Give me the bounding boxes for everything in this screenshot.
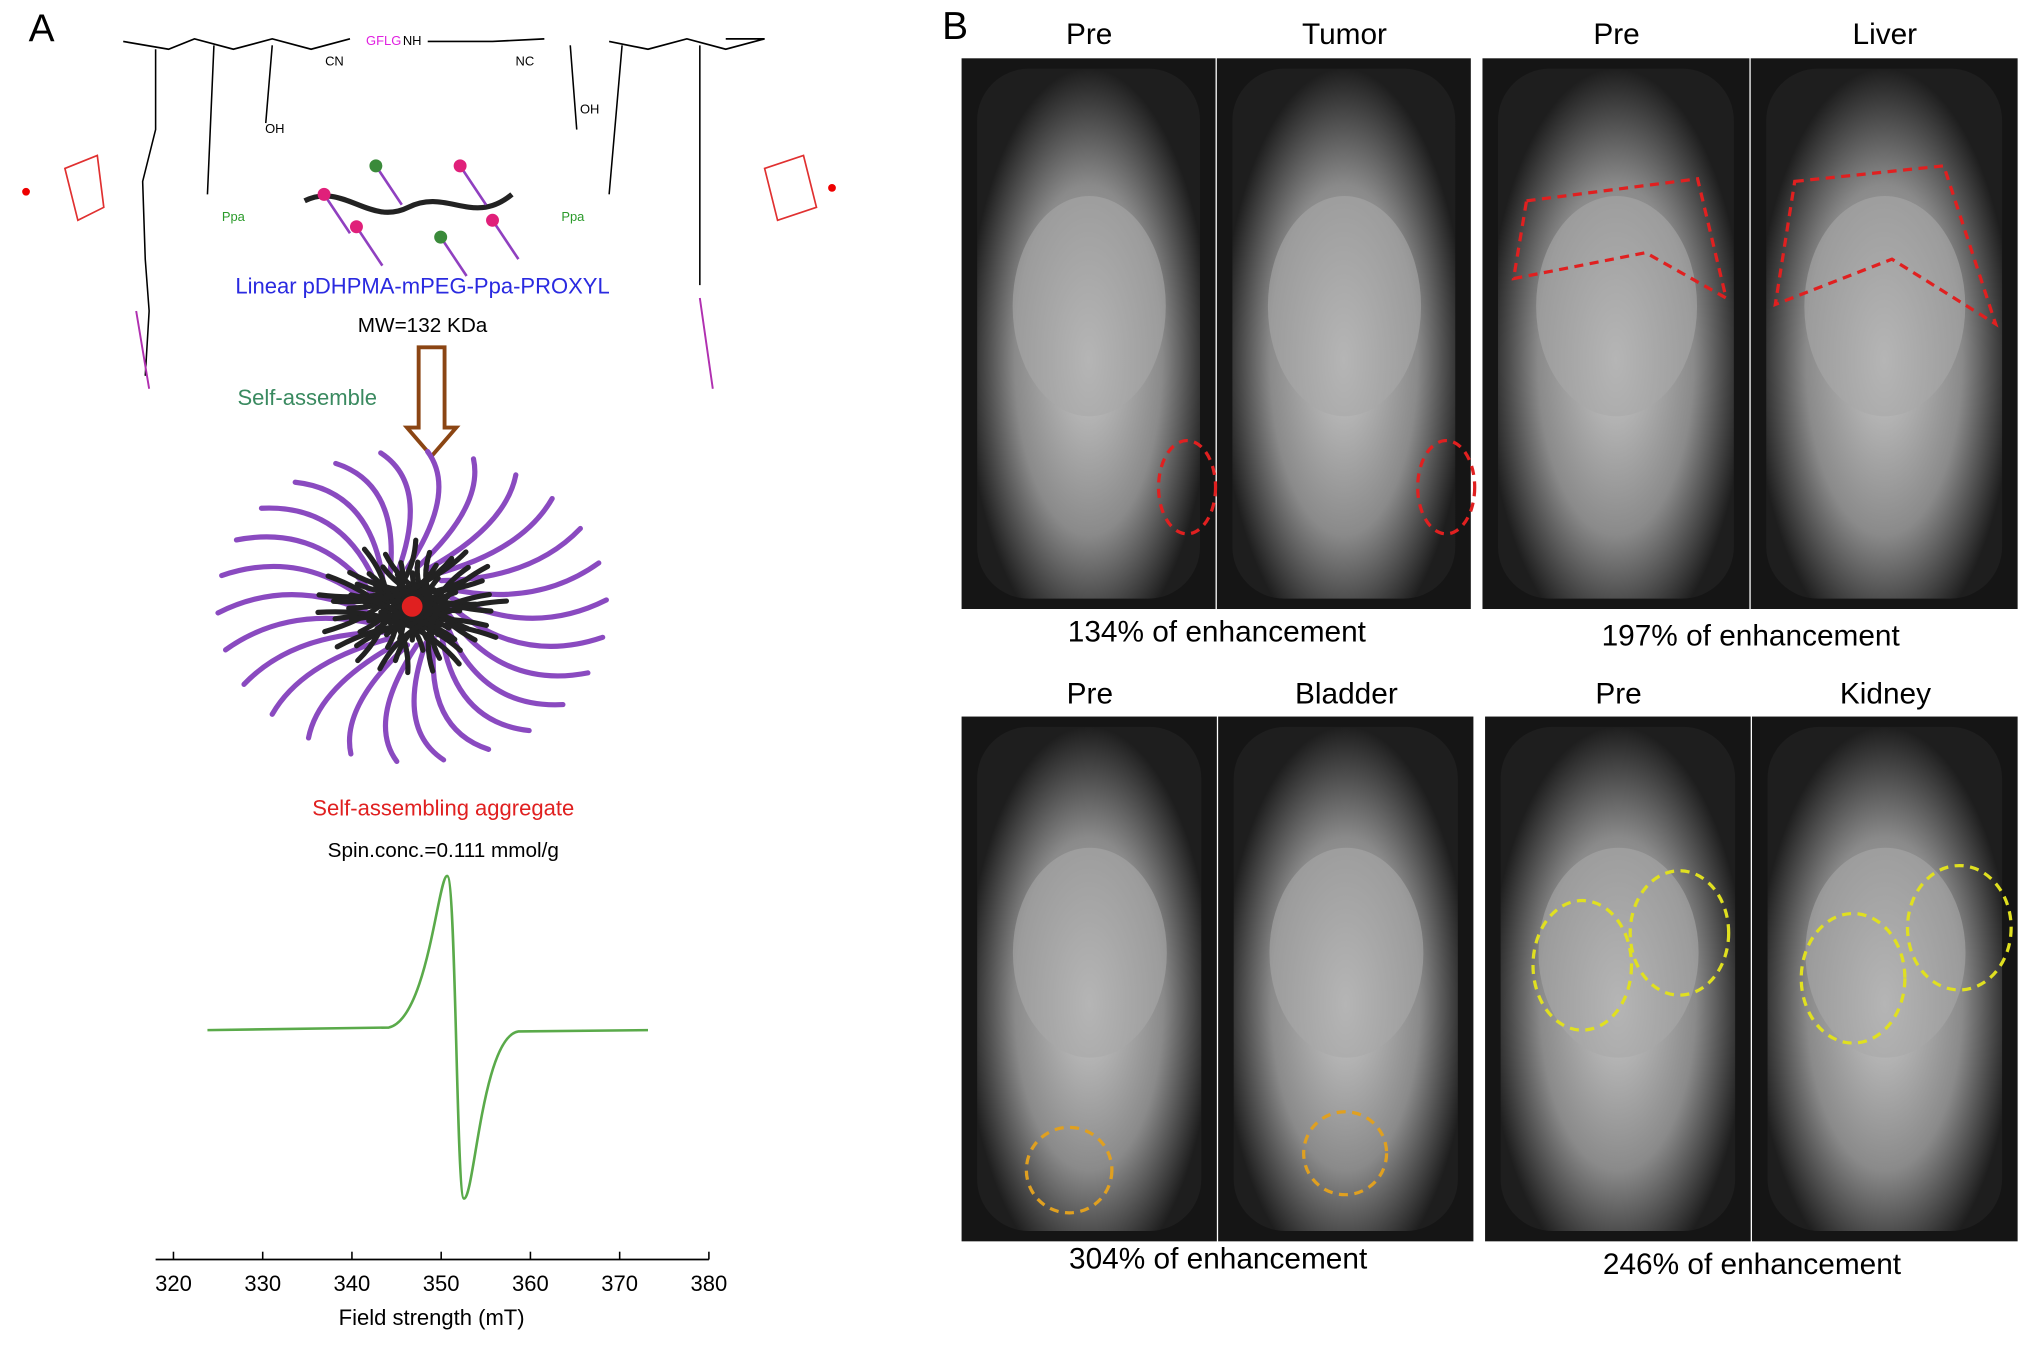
core-chain <box>409 570 459 624</box>
core-chain <box>377 598 510 672</box>
structure-label: Ppa <box>561 209 585 224</box>
pendant-bead <box>453 159 467 173</box>
roi-outline <box>1905 863 2013 992</box>
pendant-chain <box>459 165 488 206</box>
peg-arm <box>423 472 519 573</box>
mri-organ <box>1536 195 1698 417</box>
polymer-name: Linear pDHPMA-mPEG-Ppa-PROXYL <box>235 273 609 298</box>
x-tick-label: 360 <box>512 1271 549 1296</box>
mri-caption: 197% of enhancement <box>1602 619 1901 652</box>
mri-label: Pre <box>1593 18 1639 51</box>
roi-outline <box>1416 438 1477 536</box>
x-tick-label: 380 <box>691 1271 728 1296</box>
mri-label: Kidney <box>1840 678 1931 711</box>
spin-concentration: Spin.conc.=0.111 mmol/g <box>328 839 559 862</box>
core-chain <box>330 555 455 605</box>
pendant-bead <box>434 230 448 244</box>
molecular-weight: MW=132 KDa <box>358 314 488 337</box>
core-chain <box>425 563 491 674</box>
mri-organ <box>1012 847 1167 1058</box>
mri-caption: 134% of enhancement <box>1068 616 1367 649</box>
pendants <box>317 159 520 277</box>
roi-outline <box>1024 1125 1114 1215</box>
pendant-bead <box>317 187 331 201</box>
peg-arm <box>431 495 555 578</box>
peg-arm <box>305 640 401 741</box>
epr-spectrum <box>207 874 649 1200</box>
polymer-cartoon <box>303 192 514 215</box>
structure-label: CN <box>325 54 344 69</box>
x-tick-label: 330 <box>244 1271 281 1296</box>
peg-arm <box>378 450 413 573</box>
pendant-bead <box>486 213 499 227</box>
mri-organ <box>1012 195 1166 417</box>
structure-label: NC <box>516 54 535 69</box>
mri-label: Pre <box>1595 678 1641 711</box>
side-chains <box>141 45 701 376</box>
pendant-bead <box>369 159 383 173</box>
backbone <box>123 37 765 51</box>
radical <box>22 187 30 196</box>
radical <box>828 183 836 192</box>
peg-arm <box>411 640 447 763</box>
x-tick-label: 320 <box>155 1271 192 1296</box>
roi-outline <box>1628 869 1731 997</box>
mri-organ <box>1267 195 1422 417</box>
peg-arm <box>404 448 442 571</box>
core <box>401 596 423 617</box>
pendant-bead <box>349 220 363 234</box>
structure-label: OH <box>580 102 599 117</box>
peg-arm <box>292 479 386 584</box>
peg-arm <box>444 560 602 598</box>
pendant-chain <box>491 219 520 260</box>
mri-panels: Pre Tumor 134% of enhancement Pre Liver 197% … <box>961 18 2018 1281</box>
x-tick-label: 370 <box>601 1271 638 1296</box>
mri-organ <box>1804 195 1966 417</box>
roi-outline <box>1511 177 1729 302</box>
core-chain <box>315 609 462 667</box>
mri-caption: 304% of enhancement <box>1069 1243 1368 1276</box>
mri-organ <box>1269 847 1424 1058</box>
peg-arm <box>258 505 381 591</box>
peg-arm <box>233 534 378 600</box>
panel-label: B <box>942 5 968 48</box>
arrow <box>402 345 461 460</box>
mri-label: Liver <box>1853 18 1918 51</box>
x-axis-label: Field strength (mT) <box>339 1305 525 1330</box>
roi-outline <box>1156 438 1218 536</box>
mri-label: Bladder <box>1295 678 1398 711</box>
mri-caption: 246% of enhancement <box>1603 1248 1902 1281</box>
x-tick-label: 350 <box>423 1271 460 1296</box>
mri-label: Tumor <box>1302 18 1387 51</box>
x-tick-label: 340 <box>334 1271 371 1296</box>
panel-label: A <box>29 7 55 50</box>
peg-chain <box>135 297 714 389</box>
mri-organ <box>1805 847 1966 1058</box>
structure-label: NH <box>403 33 422 48</box>
core-chain <box>334 621 499 650</box>
roi-outline <box>1773 164 1999 328</box>
mri-label: Pre <box>1066 18 1112 51</box>
peg-arm <box>430 635 492 752</box>
roi-outline <box>1531 898 1634 1032</box>
pendant-chain <box>355 226 384 267</box>
mri-label: Pre <box>1067 678 1113 711</box>
pendant-chain <box>439 236 468 277</box>
core-chain <box>349 613 458 642</box>
aggregate-label: Self-assembling aggregate <box>312 796 574 821</box>
roi-outline <box>1799 911 1907 1045</box>
roi-outline <box>1302 1110 1389 1197</box>
structure-label: GFLG <box>366 33 401 48</box>
arrow-label: Self-assemble <box>237 385 376 410</box>
structure-label: OH <box>265 121 284 136</box>
aggregate <box>215 448 609 765</box>
structure-label: Ppa <box>222 209 246 224</box>
proxyl <box>63 154 818 222</box>
pendant-chain <box>374 165 403 206</box>
peg-arm <box>333 460 394 578</box>
